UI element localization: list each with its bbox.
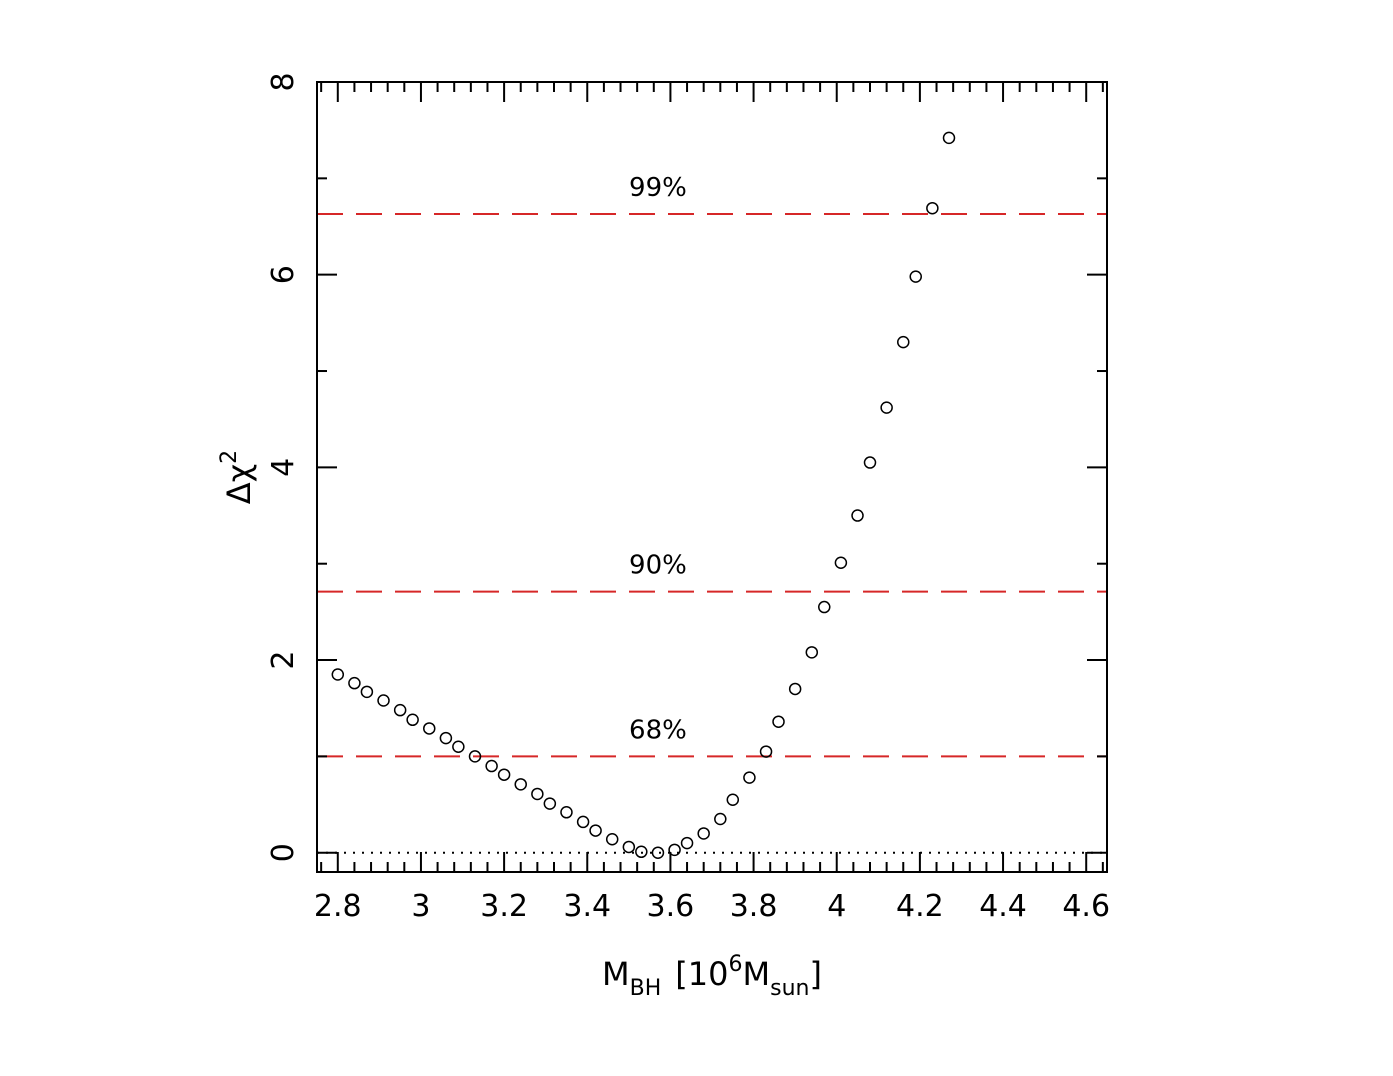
data-point — [560, 806, 573, 819]
x-tick-labels: 2.8 3 3.2 3.4 3.6 3.8 4 4.2 4.4 4.6 — [314, 889, 1110, 924]
data-point — [759, 745, 773, 758]
level-label-99pct: 99% — [629, 173, 687, 203]
data-point — [834, 556, 848, 569]
data-point — [543, 797, 557, 810]
confidence-level-labels: 68% 90% 99% — [629, 173, 687, 745]
x-tick-label: 4 — [827, 889, 846, 924]
x-axis-label-sup: 6 — [729, 952, 743, 977]
x-tick-label: 3.4 — [563, 889, 611, 924]
y-tick-label: 6 — [266, 265, 301, 284]
x-axis-label-main: M — [602, 955, 630, 993]
y-axis-label: Δχ2 — [217, 450, 258, 504]
data-point — [439, 731, 453, 745]
x-tick-label: 4.4 — [979, 889, 1027, 924]
x-axis-label-sub-bh: BH — [630, 976, 662, 1001]
y-axis-label-main: Δχ — [220, 464, 258, 504]
x-tick-label: 4.6 — [1062, 889, 1110, 924]
x-axis-label-unit: M — [743, 955, 771, 993]
data-point — [651, 846, 665, 859]
data-point — [635, 845, 648, 859]
plot-frame — [316, 81, 1108, 873]
x-tick-label: 2.8 — [314, 889, 362, 924]
axis-ticks — [317, 81, 1107, 872]
data-point — [863, 456, 877, 469]
data-point — [377, 694, 390, 707]
data-point — [348, 676, 361, 690]
x-axis-label-sub-sun: sun — [770, 976, 809, 1001]
data-point — [926, 201, 939, 215]
data-point — [942, 131, 956, 145]
data-point — [680, 836, 694, 850]
x-axis-label-bracket-close: ] — [809, 955, 821, 993]
data-point — [360, 685, 374, 699]
data-points — [331, 131, 956, 859]
y-tick-label: 4 — [266, 458, 301, 477]
y-tick-labels: 0 2 4 6 8 — [266, 72, 301, 862]
data-point — [726, 793, 740, 806]
data-point — [589, 824, 602, 837]
data-point — [880, 401, 893, 414]
data-point — [605, 832, 619, 846]
data-point — [406, 713, 419, 727]
y-tick-label: 2 — [266, 651, 301, 670]
data-point — [818, 600, 831, 614]
data-point — [514, 778, 527, 791]
data-point — [851, 509, 864, 522]
x-tick-label: 3 — [411, 889, 430, 924]
data-point — [788, 682, 802, 696]
y-axis-label-sup: 2 — [217, 450, 242, 464]
level-label-90pct: 90% — [629, 551, 687, 581]
y-tick-label: 0 — [266, 843, 301, 862]
x-tick-label: 3.8 — [730, 889, 778, 924]
data-point — [805, 646, 819, 659]
data-point — [452, 740, 465, 754]
data-point — [909, 270, 922, 283]
data-point — [668, 843, 681, 857]
x-tick-label: 3.6 — [647, 889, 695, 924]
data-point — [331, 668, 345, 681]
data-point — [468, 750, 482, 763]
y-tick-label: 8 — [266, 72, 301, 91]
data-point — [393, 703, 407, 717]
level-label-68pct: 68% — [629, 715, 687, 745]
data-point — [622, 840, 636, 854]
x-tick-label: 4.2 — [896, 889, 944, 924]
data-point — [531, 787, 544, 801]
data-point — [772, 715, 785, 728]
data-point — [897, 335, 910, 349]
data-point — [485, 759, 498, 773]
data-point — [497, 768, 511, 781]
data-point — [714, 812, 727, 826]
confidence-level-lines — [317, 212, 1107, 854]
data-point — [743, 771, 756, 784]
data-point — [697, 827, 710, 840]
data-point — [423, 722, 436, 735]
x-axis-label-bracket-open: [10 — [675, 955, 728, 993]
x-tick-label: 3.2 — [480, 889, 528, 924]
x-axis-label: MBH [106Msun] — [602, 952, 822, 1001]
data-point — [576, 815, 590, 829]
